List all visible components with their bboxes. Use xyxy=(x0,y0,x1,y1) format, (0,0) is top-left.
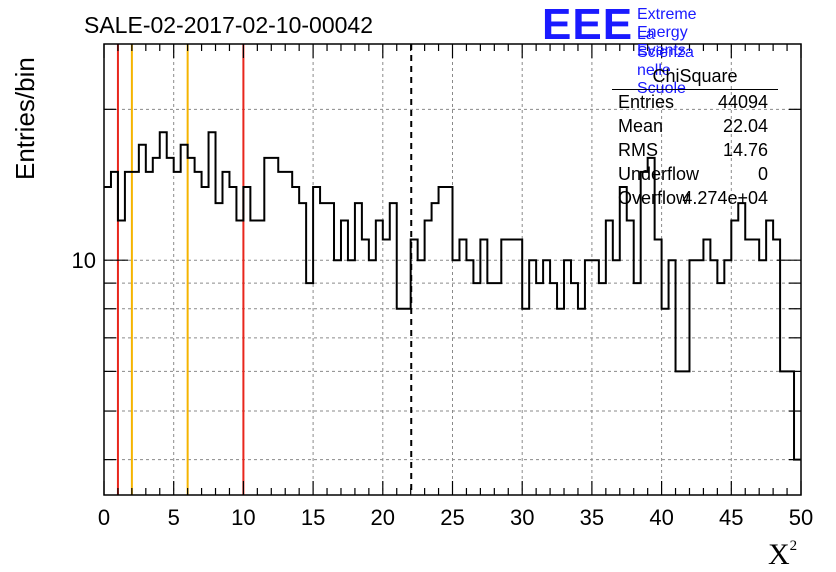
logo-mark: EEE xyxy=(542,0,634,49)
statistics-box: ChiSquare Entries 44094 Mean 22.04 RMS 1… xyxy=(612,66,778,212)
x-tick-label: 40 xyxy=(649,505,673,530)
logo-text-line2: La Scienza nelle Scuole xyxy=(637,26,694,97)
stats-row-overflow: Overflow 4.274e+04 xyxy=(612,188,778,212)
stats-value: 44094 xyxy=(717,92,768,112)
x-tick-label: 50 xyxy=(789,505,813,530)
logo-text-line1: Extreme Energy Events xyxy=(637,6,697,59)
x-tick-label: 35 xyxy=(580,505,604,530)
stats-row-mean: Mean 22.04 xyxy=(612,116,778,140)
stats-row-underflow: Underflow 0 xyxy=(612,164,778,188)
chart-title: SALE-02-2017-02-10-00042 xyxy=(84,12,373,38)
histogram-line xyxy=(104,131,801,461)
y-axis-label: Entries/bin xyxy=(10,57,40,180)
x-tick-label: 15 xyxy=(301,505,325,530)
x-tick-label: 30 xyxy=(510,505,534,530)
reference-lines xyxy=(116,44,413,495)
stats-label: RMS xyxy=(618,140,658,160)
x-tick-label: 10 xyxy=(231,505,255,530)
stats-label: Mean xyxy=(618,116,664,136)
x-tick-label: 20 xyxy=(371,505,395,530)
stats-value: 14.76 xyxy=(722,140,768,160)
stats-label: Underflow xyxy=(618,164,700,184)
y-tick-label: 10 xyxy=(72,248,96,273)
tick-labels: 0 5 10 15 20 25 30 35 40 45 50 10 xyxy=(72,248,814,530)
histogram xyxy=(104,131,801,461)
stats-row-entries: Entries 44094 xyxy=(612,92,778,116)
x-axis-label: X2 xyxy=(768,538,798,571)
axis-ticks xyxy=(103,44,802,495)
stats-row-rms: RMS 14.76 xyxy=(612,140,778,164)
x-tick-label: 45 xyxy=(719,505,743,530)
stats-value: 22.04 xyxy=(722,116,768,136)
stats-label: Entries xyxy=(618,92,675,112)
x-tick-label: 0 xyxy=(98,505,110,530)
stats-separator xyxy=(612,89,778,90)
stats-label: Overflow xyxy=(618,188,690,208)
stats-value: 0 xyxy=(757,164,768,184)
x-tick-label: 5 xyxy=(168,505,180,530)
x-tick-label: 25 xyxy=(440,505,464,530)
stats-value: 4.274e+04 xyxy=(682,188,768,208)
stats-title: ChiSquare xyxy=(652,66,738,86)
